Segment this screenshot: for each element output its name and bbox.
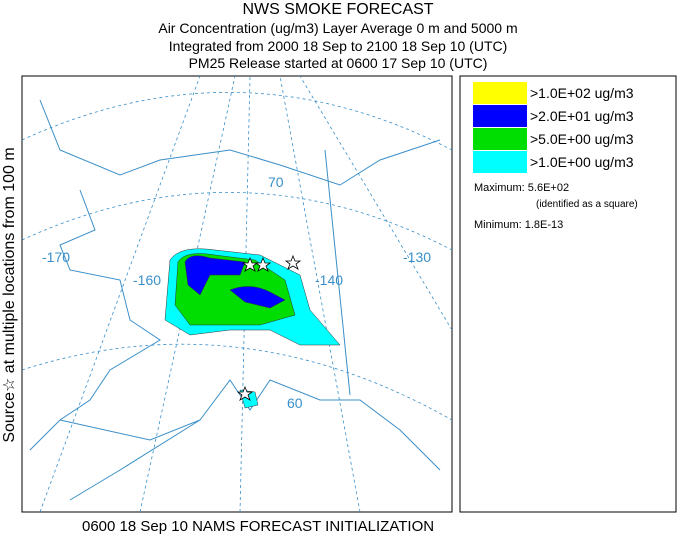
title: NWS SMOKE FORECAST bbox=[242, 1, 433, 18]
plume-blue bbox=[229, 286, 286, 309]
legend-label: >2.0E+01 ug/m3 bbox=[530, 108, 634, 124]
subtitle: Integrated from 2000 18 Sep to 2100 18 S… bbox=[169, 38, 508, 54]
coastline bbox=[59, 379, 441, 471]
legend-swatch bbox=[473, 151, 527, 173]
coastline bbox=[29, 189, 161, 451]
plume-blue bbox=[184, 255, 246, 296]
legend-label: >5.0E+00 ug/m3 bbox=[530, 131, 634, 147]
graticule-label: 70 bbox=[268, 174, 284, 190]
graticule bbox=[22, 192, 452, 251]
map: -170 -160 -140 -130 70 60 bbox=[21, 75, 453, 513]
side-label: Source☆ at multiple locations from 100 m bbox=[1, 147, 18, 442]
legend-swatch bbox=[473, 82, 527, 104]
legend-swatch bbox=[473, 128, 527, 150]
graticule-label: -130 bbox=[403, 249, 431, 265]
graticule bbox=[279, 76, 361, 512]
maximum-note: (identified as a square) bbox=[536, 199, 638, 210]
footer: 0600 18 Sep 10 NAMS FORECAST INITIALIZAT… bbox=[82, 518, 434, 535]
graticule-label: -170 bbox=[42, 249, 70, 265]
subtitle: PM25 Release started at 0600 17 Sep 10 (… bbox=[189, 55, 488, 71]
source-stars bbox=[236, 254, 302, 401]
graticule-label: 60 bbox=[287, 395, 303, 411]
legend: Maximum: 5.6E+02 (identified as a square… bbox=[459, 75, 677, 513]
legend-label: >1.0E+02 ug/m3 bbox=[530, 85, 634, 101]
legend-swatch bbox=[473, 105, 527, 127]
border bbox=[324, 149, 351, 396]
graticule-label: -160 bbox=[133, 272, 161, 288]
minimum: Minimum: 1.8E-13 bbox=[474, 219, 563, 231]
subtitle: Air Concentration (ug/m3) Layer Average … bbox=[158, 20, 517, 36]
coastline bbox=[69, 419, 201, 501]
coastline bbox=[39, 99, 441, 186]
graticule bbox=[22, 343, 452, 421]
graticule-label: -140 bbox=[315, 272, 343, 288]
graticule bbox=[22, 92, 452, 151]
legend-label: >1.0E+00 ug/m3 bbox=[530, 154, 634, 170]
maximum: Maximum: 5.6E+02 bbox=[474, 182, 569, 194]
graticule bbox=[299, 76, 452, 331]
